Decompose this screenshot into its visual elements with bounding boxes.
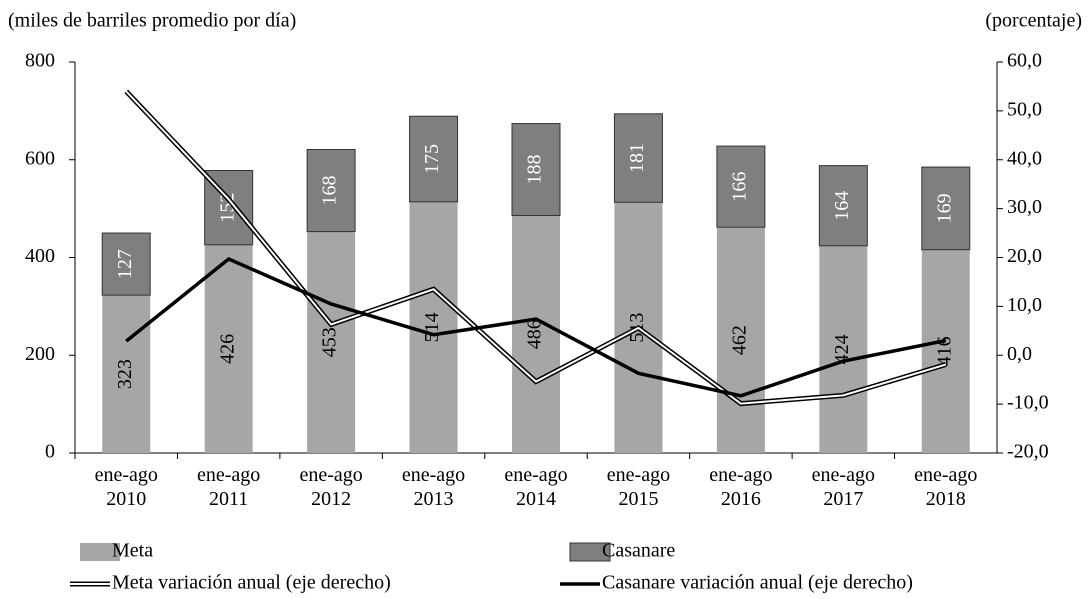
x-tick-label: ene-ago 2014: [504, 464, 568, 510]
x-tick-label: ene-ago 2018: [914, 464, 978, 510]
y-tick-label: 0: [45, 441, 55, 463]
value-label: 175: [421, 144, 443, 174]
value-label: 169: [933, 193, 955, 223]
value-label: 164: [831, 191, 853, 221]
legend-swatch: [569, 542, 611, 562]
value-label: 453: [319, 327, 341, 357]
x-tick-label: ene-ago 2013: [401, 464, 466, 510]
value-label: 181: [626, 143, 648, 173]
y2-tick-label: 50,0: [1007, 98, 1042, 120]
bar: [819, 245, 868, 453]
legend-label: Meta: [112, 540, 153, 562]
x-tick-label: ene-ago 2012: [299, 464, 363, 510]
y2-tick-label: -10,0: [1007, 392, 1049, 414]
value-label: 426: [216, 334, 238, 364]
x-tick-label: ene-ago 2016: [709, 464, 773, 510]
bar: [613, 113, 663, 203]
y-axis-label: (miles de barriles promedio por día): [8, 10, 296, 32]
legend-label: Casanare: [602, 540, 675, 562]
y-tick-label: 800: [25, 50, 55, 72]
value-label: 486: [524, 319, 546, 349]
bar: [102, 295, 151, 453]
value-label: 514: [421, 312, 443, 342]
bar: [512, 215, 560, 453]
value-label: 462: [728, 325, 750, 355]
bar: [921, 166, 971, 251]
bar: [306, 148, 356, 233]
value-label: 323: [114, 359, 136, 389]
legend-label: Casanare variación anual (eje derecho): [602, 572, 913, 594]
y-tick-label: 600: [25, 147, 55, 169]
value-label: 152: [216, 193, 238, 223]
legend-label: Meta variación anual (eje derecho): [112, 572, 391, 594]
y-tick-label: 400: [25, 245, 55, 267]
bar: [307, 231, 356, 453]
value-label: 127: [114, 249, 136, 279]
bar: [204, 244, 253, 453]
value-label: 168: [319, 176, 341, 206]
y2-tick-label: 40,0: [1007, 147, 1042, 169]
line-series-inner: [125, 90, 947, 405]
y2-tick-label: 30,0: [1007, 196, 1042, 218]
y2-tick-label: 0,0: [1007, 343, 1032, 365]
bar: [716, 145, 766, 228]
x-tick-label: ene-ago 2010: [94, 464, 158, 510]
value-label: 166: [728, 172, 750, 202]
value-label: 188: [524, 155, 546, 185]
bar: [921, 249, 970, 453]
bar: [409, 115, 459, 203]
bar: [818, 165, 868, 247]
y2-tick-label: 60,0: [1007, 50, 1042, 72]
bar: [409, 201, 458, 453]
value-label: 416: [933, 336, 955, 366]
y2-tick-label: 20,0: [1007, 245, 1042, 267]
bar: [511, 123, 561, 216]
y2-tick-label: -20,0: [1007, 441, 1049, 463]
x-tick-label: ene-ago 2015: [606, 464, 671, 510]
legend-swatch: [80, 543, 120, 561]
y-tick-label: 200: [25, 343, 55, 365]
y2-axis-label: (porcentaje): [985, 10, 1082, 32]
y2-tick-label: 10,0: [1007, 294, 1042, 316]
x-tick-label: ene-ago 2017: [811, 464, 875, 510]
bar: [101, 232, 151, 296]
value-label: 424: [831, 334, 853, 364]
line-series: [125, 256, 947, 398]
x-tick-label: ene-ago 2011: [197, 464, 261, 510]
bar: [716, 227, 765, 453]
